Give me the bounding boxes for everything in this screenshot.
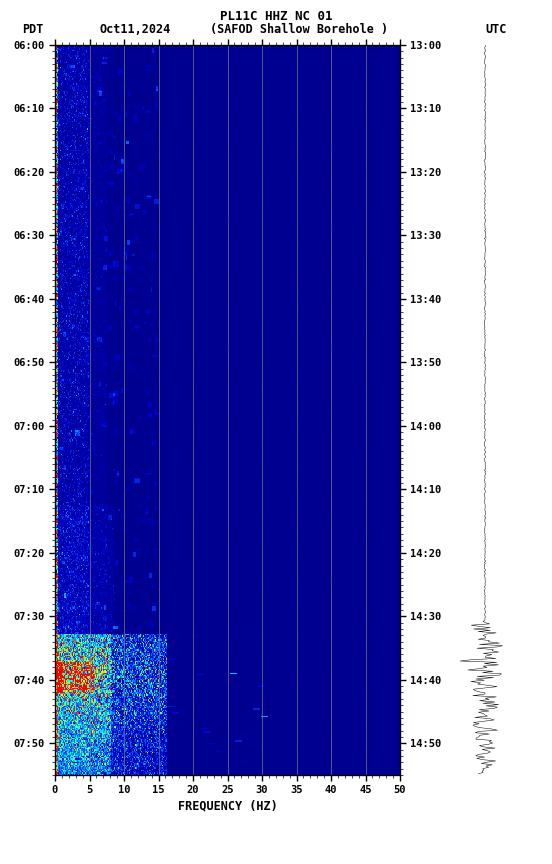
X-axis label: FREQUENCY (HZ): FREQUENCY (HZ) [178,799,277,812]
Text: PDT: PDT [22,23,44,36]
Text: PL11C HHZ NC 01: PL11C HHZ NC 01 [220,10,332,23]
Text: UTC: UTC [486,23,507,36]
Text: (SAFOD Shallow Borehole ): (SAFOD Shallow Borehole ) [210,23,388,36]
Text: Oct11,2024: Oct11,2024 [99,23,171,36]
